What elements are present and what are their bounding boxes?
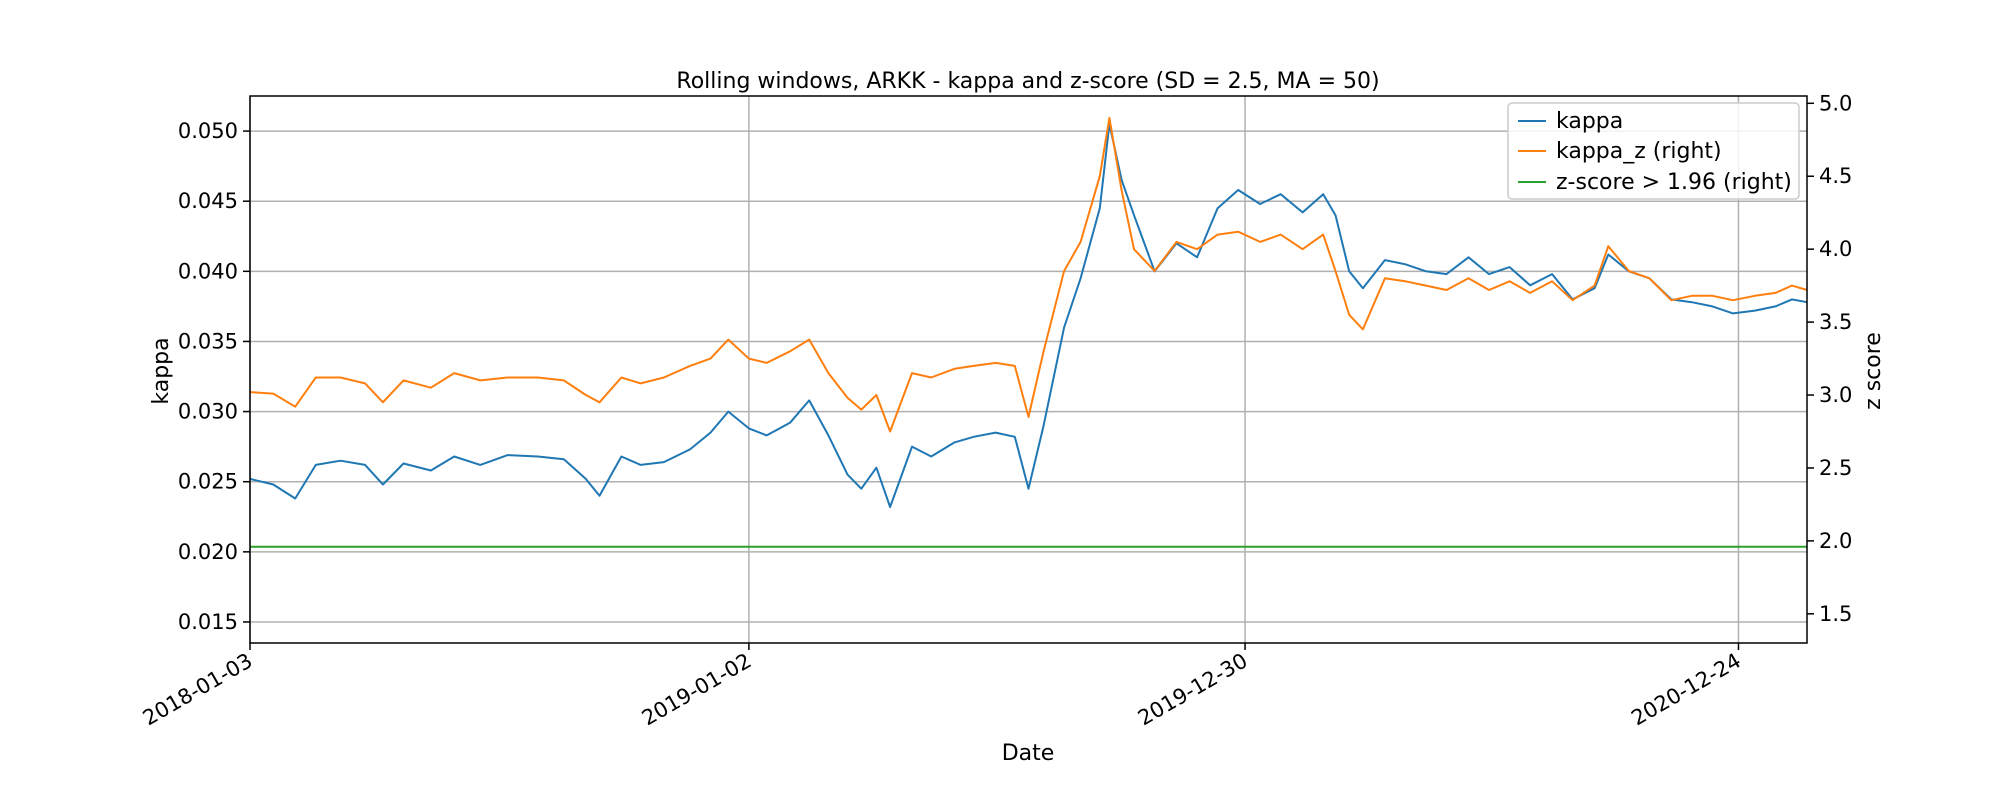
y-right-tick-label: 2.0: [1819, 529, 1852, 553]
x-axis-title: Date: [1002, 741, 1055, 766]
y-right-tick-label: 3.5: [1819, 310, 1852, 334]
series-line-kappa: [249, 123, 1808, 508]
plot-frame: [249, 95, 1808, 644]
legend-label-kappa: kappa: [1556, 109, 1623, 134]
y-left-tick-label: 0.040: [178, 259, 238, 283]
series-line-kappa-z-right: [249, 116, 1808, 433]
y-left-tick-label: 0.050: [178, 119, 238, 143]
legend-label-threshold: z-score > 1.96 (right): [1556, 170, 1792, 195]
y-right-tick-label: 5.0: [1819, 91, 1852, 115]
axes-layer: [249, 95, 1808, 644]
y-right-tick-label: 1.5: [1819, 602, 1852, 626]
chart-title: Rolling windows, ARKK - kappa and z-scor…: [676, 69, 1379, 94]
y-left-tick-label: 0.030: [178, 400, 238, 424]
series-layer: [249, 116, 1808, 548]
y-right-axis-title: z score: [1861, 332, 1886, 410]
y-left-tick-label: 0.025: [178, 470, 238, 494]
y-left-axis-title: kappa: [149, 337, 174, 404]
y-right-tick-label: 4.0: [1819, 237, 1852, 261]
legend: kappa kappa_z (right) z-score > 1.96 (ri…: [1507, 102, 1800, 200]
y-left-tick-label: 0.045: [178, 189, 238, 213]
legend-box: [1507, 102, 1800, 200]
y-left-tick-label: 0.015: [178, 610, 238, 634]
y-right-tick-label: 4.5: [1819, 164, 1852, 188]
y-left-tick-label: 0.035: [178, 329, 238, 353]
y-right-tick-label: 3.0: [1819, 383, 1852, 407]
legend-label-kappa-z: kappa_z (right): [1556, 139, 1722, 164]
y-left-tick-label: 0.020: [178, 540, 238, 564]
y-right-tick-label: 2.5: [1819, 456, 1852, 480]
